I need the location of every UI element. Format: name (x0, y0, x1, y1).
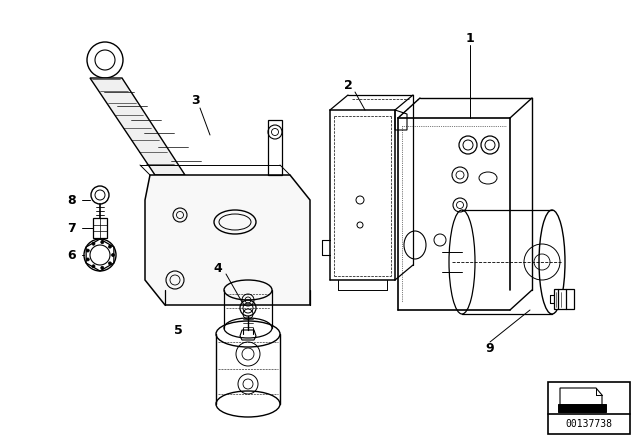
Circle shape (92, 242, 95, 245)
Text: 4: 4 (214, 262, 222, 275)
Polygon shape (145, 175, 310, 305)
Polygon shape (558, 404, 606, 412)
Circle shape (86, 249, 90, 252)
Text: 00137738: 00137738 (566, 419, 612, 429)
Polygon shape (90, 78, 185, 175)
Text: 3: 3 (191, 94, 199, 107)
Circle shape (92, 265, 95, 268)
Text: 1: 1 (466, 31, 474, 44)
Circle shape (86, 258, 90, 261)
Text: 7: 7 (68, 221, 76, 234)
Circle shape (108, 245, 111, 248)
Circle shape (108, 262, 111, 265)
Circle shape (100, 241, 104, 244)
Text: 2: 2 (344, 78, 353, 91)
Text: 8: 8 (68, 194, 76, 207)
Text: 6: 6 (68, 249, 76, 262)
Circle shape (111, 254, 115, 257)
Text: 9: 9 (486, 341, 494, 354)
Polygon shape (554, 289, 574, 309)
Circle shape (100, 266, 104, 269)
Text: 5: 5 (173, 323, 182, 336)
